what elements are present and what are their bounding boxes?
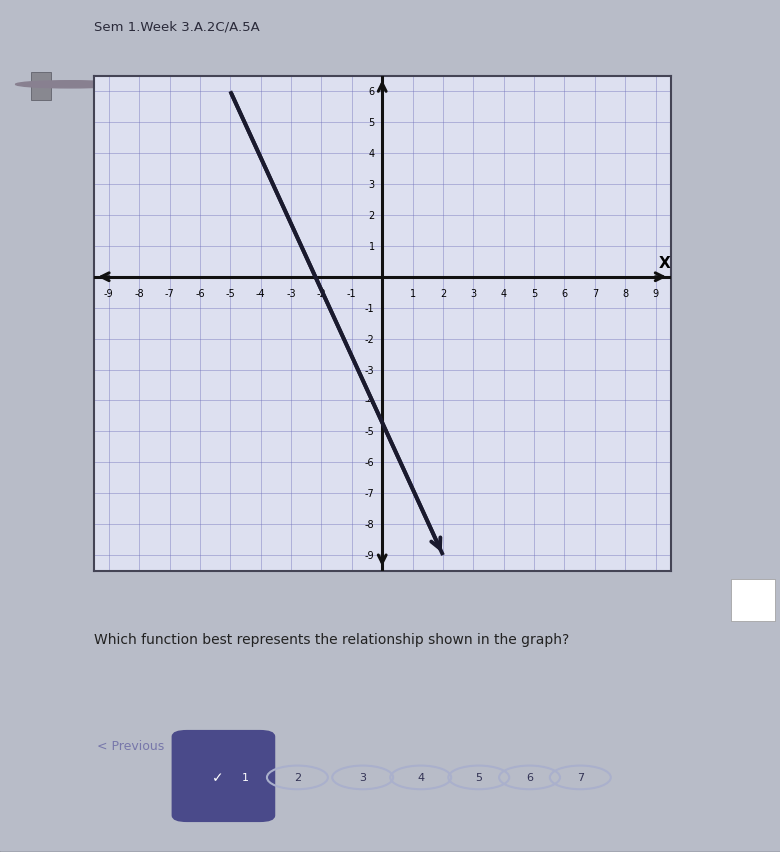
Text: -6: -6 — [365, 458, 374, 468]
Text: 2: 2 — [368, 210, 374, 221]
Text: 9: 9 — [653, 288, 658, 298]
Text: -1: -1 — [347, 288, 356, 298]
Text: 6: 6 — [526, 773, 533, 782]
Text: -6: -6 — [195, 288, 204, 298]
Text: 2: 2 — [440, 288, 446, 298]
Text: -4: -4 — [256, 288, 265, 298]
FancyBboxPatch shape — [172, 731, 275, 821]
Text: Sem 1.Week 3.A.2C/A.5A: Sem 1.Week 3.A.2C/A.5A — [94, 20, 259, 33]
Text: 4: 4 — [417, 773, 424, 782]
Text: -2: -2 — [365, 334, 374, 344]
Circle shape — [16, 82, 125, 89]
Text: -1: -1 — [365, 303, 374, 314]
Text: ✓: ✓ — [212, 770, 223, 785]
Text: -5: -5 — [365, 427, 374, 437]
Text: 7: 7 — [592, 288, 598, 298]
Text: 5: 5 — [475, 773, 482, 782]
Text: -2: -2 — [317, 288, 326, 298]
Text: 4: 4 — [501, 288, 507, 298]
Text: -7: -7 — [165, 288, 175, 298]
Text: -4: -4 — [365, 396, 374, 406]
Text: Which function best represents the relationship shown in the graph?: Which function best represents the relat… — [94, 633, 569, 647]
Text: 6: 6 — [562, 288, 568, 298]
Text: 8: 8 — [622, 288, 629, 298]
Text: Q: Q — [108, 81, 119, 95]
Text: -8: -8 — [365, 520, 374, 529]
Text: 1: 1 — [368, 242, 374, 251]
Text: -8: -8 — [134, 288, 144, 298]
Text: 2: 2 — [294, 773, 301, 782]
Text: -9: -9 — [365, 550, 374, 561]
Text: 5: 5 — [368, 118, 374, 128]
Text: 4: 4 — [368, 149, 374, 158]
Bar — [731, 579, 775, 621]
Text: 1: 1 — [410, 288, 416, 298]
Text: -5: -5 — [225, 288, 236, 298]
Text: X: X — [659, 256, 671, 271]
Text: -3: -3 — [365, 366, 374, 375]
Text: Zoom: Zoom — [179, 81, 219, 95]
Text: < Previous: < Previous — [97, 739, 165, 751]
Text: 3: 3 — [368, 180, 374, 190]
Text: -9: -9 — [104, 288, 114, 298]
Text: Q: Q — [140, 81, 149, 95]
Text: 5: 5 — [531, 288, 537, 298]
Text: -7: -7 — [365, 489, 374, 498]
FancyBboxPatch shape — [31, 72, 51, 101]
Text: 3: 3 — [360, 773, 366, 782]
Text: 6: 6 — [368, 87, 374, 97]
Text: 7: 7 — [576, 773, 584, 782]
Text: -3: -3 — [286, 288, 296, 298]
Text: 3: 3 — [470, 288, 477, 298]
Text: 1: 1 — [242, 773, 249, 782]
